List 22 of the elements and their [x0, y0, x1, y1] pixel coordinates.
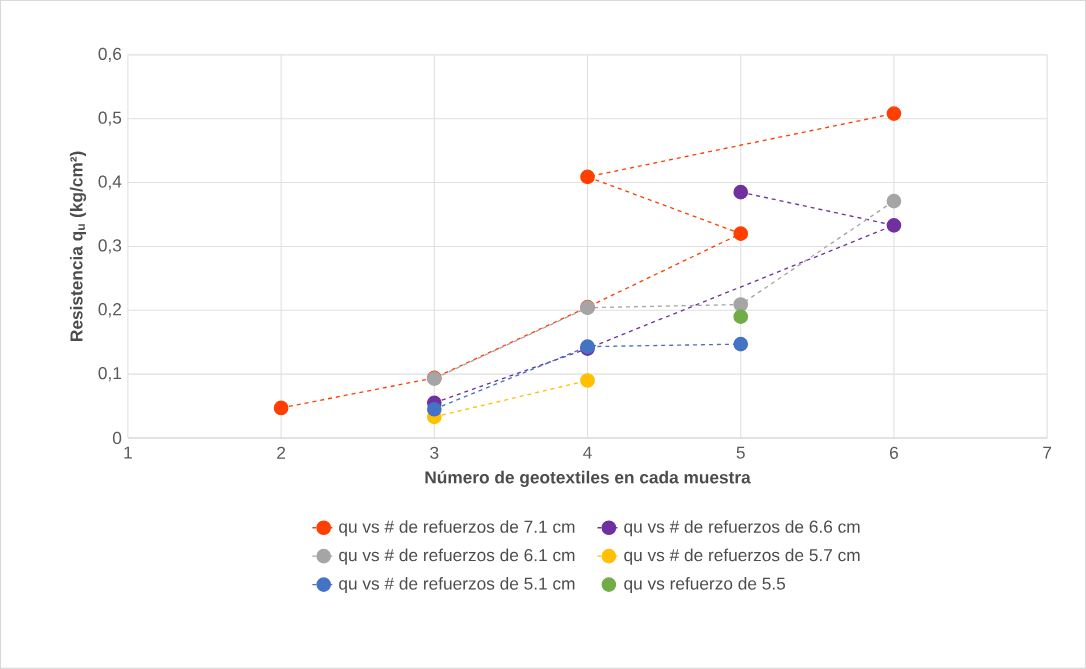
legend-label: qu vs # de refuerzos de 6.1 cm	[339, 548, 575, 565]
y-tick-label: 0,6	[98, 47, 122, 63]
x-tick-label: 7	[1043, 446, 1052, 459]
y-tick-label: 0,4	[98, 175, 122, 190]
legend-label: qu vs # de refuerzos de 6.6 cm	[624, 520, 860, 537]
x-tick-label: 2	[277, 446, 286, 459]
legend-label: qu vs refuerzo de 5.5	[624, 577, 786, 594]
legend-label: qu vs # de refuerzos de 7.1 cm	[339, 520, 575, 537]
legend-label: qu vs # de refuerzos de 5.1 cm	[339, 577, 575, 594]
y-tick-label: 0,2	[98, 303, 121, 318]
x-tick-label: 4	[583, 446, 592, 459]
x-tick-label: 1	[124, 446, 132, 459]
x-axis-title: Número de geotextiles en cada muestra	[425, 470, 751, 488]
x-tick-label: 3	[430, 446, 439, 459]
y-axis-title: Resistencia q$_{u}$ (kg/cm²)	[69, 151, 87, 342]
legend-label: qu vs # de refuerzos de 5.7 cm	[624, 548, 860, 565]
x-tick-label: 5	[736, 446, 745, 459]
y-tick-label: 0,3	[98, 239, 122, 254]
y-tick-label: 0,1	[98, 367, 122, 382]
x-tick-label: 6	[890, 446, 898, 459]
y-tick-label: 0	[112, 431, 122, 445]
y-tick-label: 0,5	[98, 111, 122, 126]
